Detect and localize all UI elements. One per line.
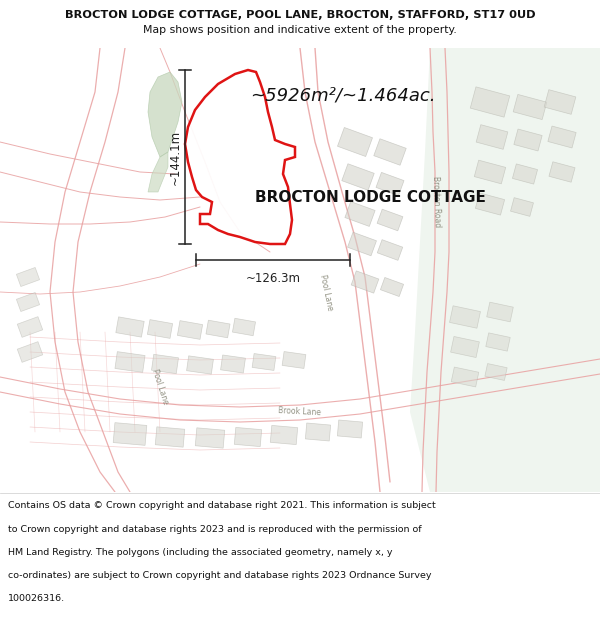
Polygon shape [549,162,575,182]
Polygon shape [115,352,145,372]
Polygon shape [16,292,40,311]
Polygon shape [377,209,403,231]
Text: 100026316.: 100026316. [8,594,65,603]
Polygon shape [155,427,185,447]
Polygon shape [148,72,182,157]
Polygon shape [511,198,533,216]
Polygon shape [410,48,600,492]
Polygon shape [451,336,479,357]
Polygon shape [345,202,375,226]
Polygon shape [221,355,245,373]
Text: Brocton Road: Brocton Road [431,176,442,228]
Polygon shape [451,367,479,387]
Polygon shape [185,70,295,244]
Text: ~144.1m: ~144.1m [169,129,182,184]
Polygon shape [474,160,506,184]
Text: Contains OS data © Crown copyright and database right 2021. This information is : Contains OS data © Crown copyright and d… [8,501,436,510]
Polygon shape [351,271,379,293]
Polygon shape [152,354,178,374]
Polygon shape [514,129,542,151]
Polygon shape [475,193,505,215]
Polygon shape [178,321,203,339]
Text: Brook Lane: Brook Lane [278,406,322,418]
Polygon shape [148,319,173,338]
Text: BROCTON LODGE COTTAGE: BROCTON LODGE COTTAGE [254,189,485,204]
Text: Map shows position and indicative extent of the property.: Map shows position and indicative extent… [143,24,457,34]
Polygon shape [513,94,547,119]
Polygon shape [544,89,576,114]
Polygon shape [206,320,230,338]
Polygon shape [337,420,362,438]
Text: ~5926m²/~1.464ac.: ~5926m²/~1.464ac. [250,87,436,105]
Text: to Crown copyright and database rights 2023 and is reproduced with the permissio: to Crown copyright and database rights 2… [8,524,421,534]
Polygon shape [376,173,404,196]
Polygon shape [347,232,376,256]
Polygon shape [195,428,225,448]
Polygon shape [485,364,507,381]
Polygon shape [116,317,144,337]
Polygon shape [487,302,513,322]
Polygon shape [377,239,403,261]
Polygon shape [486,333,510,351]
Polygon shape [512,164,538,184]
Polygon shape [271,426,298,444]
Polygon shape [380,278,404,296]
Polygon shape [113,422,147,446]
Text: co-ordinates) are subject to Crown copyright and database rights 2023 Ordnance S: co-ordinates) are subject to Crown copyr… [8,571,431,580]
Text: Pool Lane: Pool Lane [318,273,334,311]
Text: HM Land Registry. The polygons (including the associated geometry, namely x, y: HM Land Registry. The polygons (includin… [8,548,392,557]
Polygon shape [252,354,276,371]
Polygon shape [232,318,256,336]
Polygon shape [17,342,43,362]
Polygon shape [337,127,373,156]
Polygon shape [548,126,576,148]
Polygon shape [342,164,374,190]
Polygon shape [470,87,510,117]
Polygon shape [16,268,40,286]
Polygon shape [476,124,508,149]
Polygon shape [187,356,214,374]
Polygon shape [282,351,306,369]
Polygon shape [374,139,406,165]
Polygon shape [148,152,168,192]
Text: ~126.3m: ~126.3m [245,272,301,285]
Polygon shape [305,423,331,441]
Polygon shape [235,428,262,447]
Polygon shape [17,317,43,338]
Text: Pool Lane: Pool Lane [150,368,170,406]
Text: BROCTON LODGE COTTAGE, POOL LANE, BROCTON, STAFFORD, ST17 0UD: BROCTON LODGE COTTAGE, POOL LANE, BROCTO… [65,9,535,19]
Polygon shape [449,306,481,328]
